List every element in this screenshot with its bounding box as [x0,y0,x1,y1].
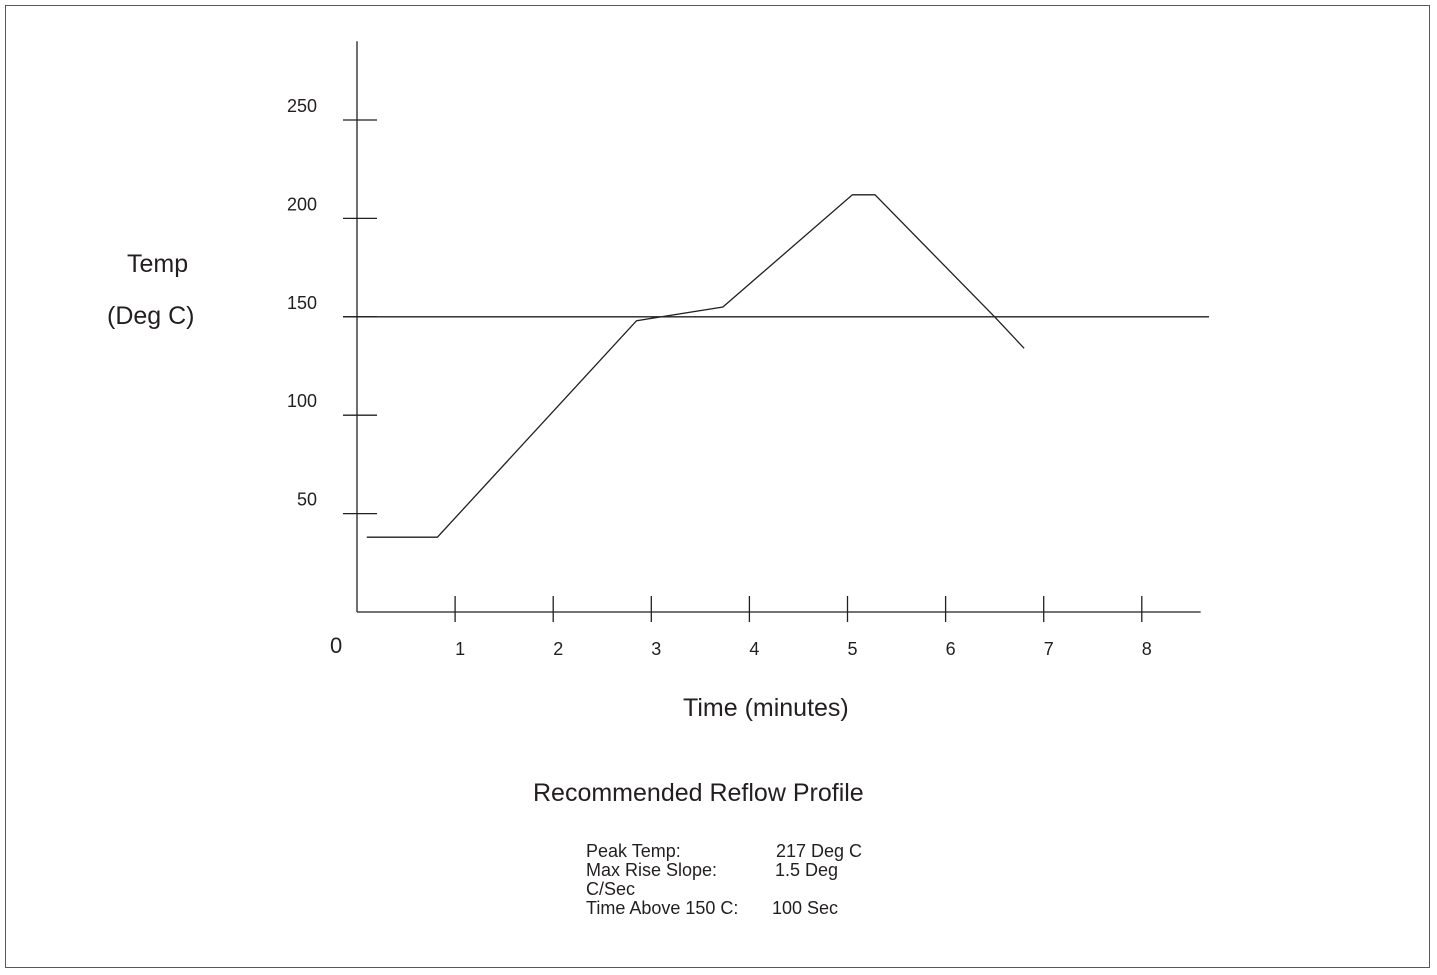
spec-key: Max Rise Slope: [586,860,718,880]
series [366,194,1025,538]
x-tick-label: 7 [1044,639,1054,659]
y-tick-label: 250 [287,96,317,116]
y-tick-label: 50 [297,490,317,510]
figure-frame [5,5,1430,968]
y-axis-label-line-2: (Deg C) [107,302,195,330]
x-tick-label: 1 [455,639,465,659]
tick-labels: 50 100 150 200 250 1 2 3 4 5 6 7 8 [287,96,1152,659]
y-tick-label: 150 [287,293,317,313]
chart-caption: Recommended Reflow Profile [533,779,864,807]
origin-label: 0 [330,633,343,658]
x-tick-label: 8 [1142,639,1152,659]
x-tick-label: 2 [553,639,563,659]
y-tick-label: 100 [287,391,317,411]
spec-key: C/Sec [586,879,636,899]
y-tick-label: 200 [287,194,317,214]
spec-key: Peak Temp: [586,841,681,861]
x-tick-label: 6 [946,639,956,659]
x-tick-label: 5 [847,639,857,659]
y-axis-label-line-1: Temp [127,250,189,278]
x-tick-label: 4 [749,639,759,659]
spec-value: 217 Deg C [776,841,863,861]
spec-value: 100 Sec [772,898,839,918]
x-tick-label: 3 [651,639,661,659]
reflow-profile-line [366,194,1025,538]
ticks [343,119,1143,622]
spec-value: 1.5 Deg [775,860,839,880]
x-axis-label: Time (minutes) [683,694,849,722]
axes [356,41,1201,613]
spec-key: Time Above 150 C: [586,898,739,918]
